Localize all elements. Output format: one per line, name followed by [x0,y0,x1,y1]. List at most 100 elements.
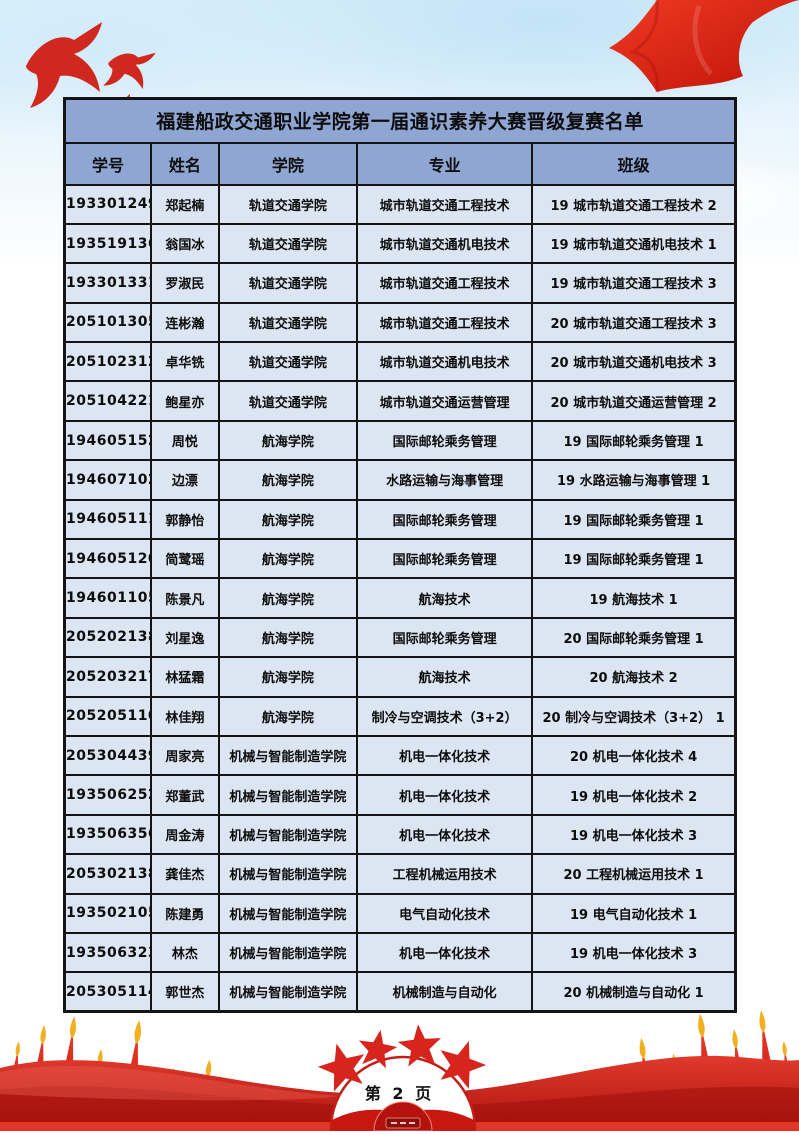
red-seal-icon [373,1101,433,1132]
cell-class: 19 国际邮轮乘务管理 1 [531,498,737,541]
cell-class: 20 城市轨道交通机电技术 3 [531,341,737,383]
cell-student-id: 205202138 [63,616,153,659]
table-row: 205102312 卓华铣 轨道交通学院 城市轨道交通机电技术 20 城市轨道交通机电技… [63,341,737,383]
cell-class: 20 国际邮轮乘务管理 1 [531,616,737,659]
table-row: 205101305 连彬瀚 轨道交通学院 城市轨道交通工程技术 20 城市轨道交通工程技… [63,301,737,344]
cell-major: 城市轨道交通工程技术 [356,301,534,344]
cell-class: 19 机电一体化技术 2 [531,774,737,816]
table-header-row: 学号 姓名 学院 专业 班级 [63,141,737,186]
cell-college: 航海学院 [217,538,359,580]
cell-student-id: 193519136 [63,222,153,265]
cell-name: 林猛霜 [150,656,220,698]
cell-name: 林杰 [150,931,220,974]
cell-college: 机械与智能制造学院 [217,931,359,974]
table-row: 194605152 周悦 航海学院 国际邮轮乘务管理 19 国际邮轮乘务管理 1 [63,419,737,462]
cell-college: 机械与智能制造学院 [217,971,359,1013]
cell-name: 郑董武 [150,774,220,816]
cell-major: 城市轨道交通机电技术 [356,222,534,265]
table-row: 193502105 陈建勇 机械与智能制造学院 电气自动化技术 19 电气自动化技术 1 [63,892,737,934]
cell-major: 电气自动化技术 [356,892,534,934]
table-row: 205203217 林猛霜 航海学院 航海技术 20 航海技术 2 [63,656,737,698]
header-name: 姓名 [150,141,220,186]
table-row: 193506323 林杰 机械与智能制造学院 机电一体化技术 19 机电一体化技术 3 [63,931,737,974]
cell-college: 轨道交通学院 [217,301,359,344]
cell-major: 国际邮轮乘务管理 [356,616,534,659]
cell-student-id: 205304439 [63,734,153,777]
cell-name: 连彬瀚 [150,301,220,344]
cell-major: 机电一体化技术 [356,931,534,974]
cell-college: 航海学院 [217,498,359,541]
cell-name: 周悦 [150,419,220,462]
cell-name: 陈景凡 [150,577,220,619]
cell-college: 轨道交通学院 [217,380,359,422]
cell-major: 水路运输与海事管理 [356,459,534,501]
cell-major: 航海技术 [356,656,534,698]
cell-major: 国际邮轮乘务管理 [356,538,534,580]
cell-student-id: 193506356 [63,813,153,856]
cell-class: 19 水路运输与海事管理 1 [531,459,737,501]
table-row: 193506252 郑董武 机械与智能制造学院 机电一体化技术 19 机电一体化技术 2 [63,774,737,816]
cell-class: 19 城市轨道交通工程技术 3 [531,262,737,304]
table-row: 194605111 郭静怡 航海学院 国际邮轮乘务管理 19 国际邮轮乘务管理 1 [63,498,737,541]
header-major: 专业 [356,141,534,186]
table-row: 193301331 罗淑民 轨道交通学院 城市轨道交通工程技术 19 城市轨道交通工程技… [63,262,737,304]
cell-major: 国际邮轮乘务管理 [356,419,534,462]
cell-name: 刘星逸 [150,616,220,659]
table-row: 194601105 陈景凡 航海学院 航海技术 19 航海技术 1 [63,577,737,619]
cell-student-id: 205101305 [63,301,153,344]
cell-name: 陈建勇 [150,892,220,934]
cell-student-id: 193301331 [63,262,153,304]
cell-student-id: 194605120 [63,538,153,580]
cell-student-id: 205203217 [63,656,153,698]
cell-student-id: 193506252 [63,774,153,816]
cell-college: 航海学院 [217,656,359,698]
table-body: 193301249 郑起楠 轨道交通学院 城市轨道交通工程技术 19 城市轨道交通工程技… [63,183,737,1013]
cell-class: 20 机械制造与自动化 1 [531,971,737,1013]
cell-college: 轨道交通学院 [217,262,359,304]
cell-student-id: 205305114 [63,971,153,1013]
cell-college: 轨道交通学院 [217,341,359,383]
cell-major: 机电一体化技术 [356,813,534,856]
cell-student-id: 193506323 [63,931,153,974]
cell-name: 边漂 [150,459,220,501]
cell-major: 城市轨道交通运营管理 [356,380,534,422]
cell-class: 19 城市轨道交通工程技术 2 [531,183,737,225]
cell-college: 轨道交通学院 [217,183,359,225]
table-row: 193519136 翁国冰 轨道交通学院 城市轨道交通机电技术 19 城市轨道交通机电技… [63,222,737,265]
cell-major: 城市轨道交通工程技术 [356,183,534,225]
cell-student-id: 193301249 [63,183,153,225]
cell-student-id: 205302138 [63,853,153,895]
cell-major: 制冷与空调技术（3+2） [356,695,534,737]
cell-class: 20 工程机械运用技术 1 [531,853,737,895]
table-row: 205205110 林佳翔 航海学院 制冷与空调技术（3+2） 20 制冷与空调技术（3… [63,695,737,737]
table-row: 205104221 鲍星亦 轨道交通学院 城市轨道交通运营管理 20 城市轨道交通运营管… [63,380,737,422]
cell-major: 机械制造与自动化 [356,971,534,1013]
cell-college: 航海学院 [217,616,359,659]
table-row: 205305114 郭世杰 机械与智能制造学院 机械制造与自动化 20 机械制造与自动化… [63,971,737,1013]
cell-college: 航海学院 [217,695,359,737]
cell-class: 19 电气自动化技术 1 [531,892,737,934]
cell-class: 19 城市轨道交通机电技术 1 [531,222,737,265]
cell-name: 翁国冰 [150,222,220,265]
cell-name: 简鹭瑶 [150,538,220,580]
table-row: 194605120 简鹭瑶 航海学院 国际邮轮乘务管理 19 国际邮轮乘务管理 1 [63,538,737,580]
cell-college: 航海学院 [217,419,359,462]
roster-table-container: 福建船政交通职业学院第一届通识素养大赛晋级复赛名单 学号 姓名 学院 专业 班级… [63,97,737,1014]
cell-major: 机电一体化技术 [356,774,534,816]
cell-class: 19 航海技术 1 [531,577,737,619]
cell-student-id: 194605152 [63,419,153,462]
cell-college: 航海学院 [217,577,359,619]
cell-name: 郑起楠 [150,183,220,225]
table-row: 194607102 边漂 航海学院 水路运输与海事管理 19 水路运输与海事管理 1 [63,459,737,501]
cell-college: 机械与智能制造学院 [217,892,359,934]
cell-class: 20 制冷与空调技术（3+2） 1 [531,695,737,737]
table-row: 205202138 刘星逸 航海学院 国际邮轮乘务管理 20 国际邮轮乘务管理 1 [63,616,737,659]
header-class: 班级 [531,141,737,186]
cell-college: 机械与智能制造学院 [217,734,359,777]
cell-major: 机电一体化技术 [356,734,534,777]
cell-name: 卓华铣 [150,341,220,383]
table-row: 205304439 周家亮 机械与智能制造学院 机电一体化技术 20 机电一体化技术 4 [63,734,737,777]
cell-name: 林佳翔 [150,695,220,737]
cell-class: 20 城市轨道交通工程技术 3 [531,301,737,344]
